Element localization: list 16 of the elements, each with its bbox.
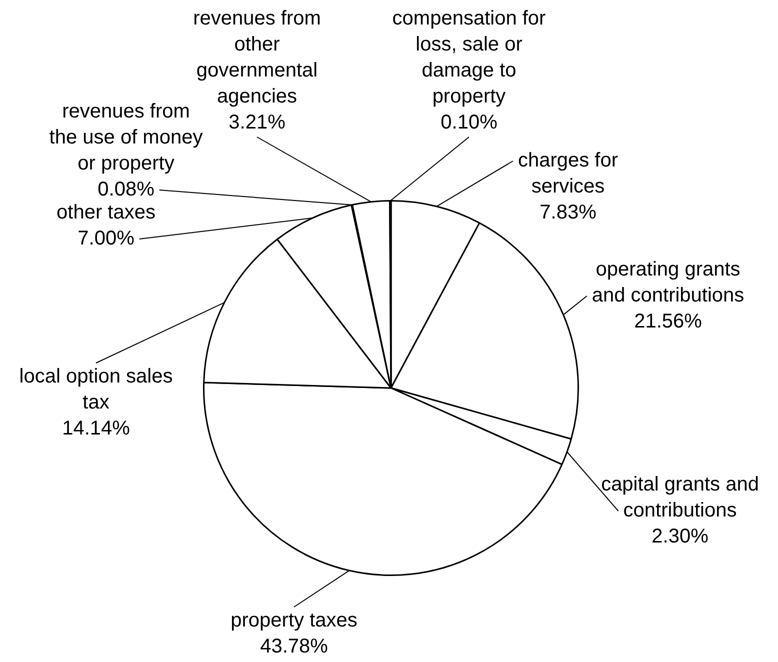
slice-label: operating grants and contributions [592,258,744,307]
data-label: 7.00% [78,228,135,250]
data-label: 0.10% [440,112,498,134]
slice-label: compensation for loss, sale or damage to property [392,8,546,108]
data-label: 2.30% [652,526,709,548]
data-label: 21.56% [634,310,702,333]
slice-label: charges for services [518,150,618,198]
data-label: 0.08% [98,178,155,201]
slice-label: capital grants and contributions [601,474,759,522]
data-label: 14.14% [62,418,130,440]
data-label: 3.21% [228,112,286,134]
slice-label: other taxes [56,202,156,224]
slice-label: property taxes [230,610,358,632]
slice-label: local option sales tax [19,366,173,414]
data-label: 7.83% [540,202,597,224]
data-label: 43.78% [260,636,328,658]
